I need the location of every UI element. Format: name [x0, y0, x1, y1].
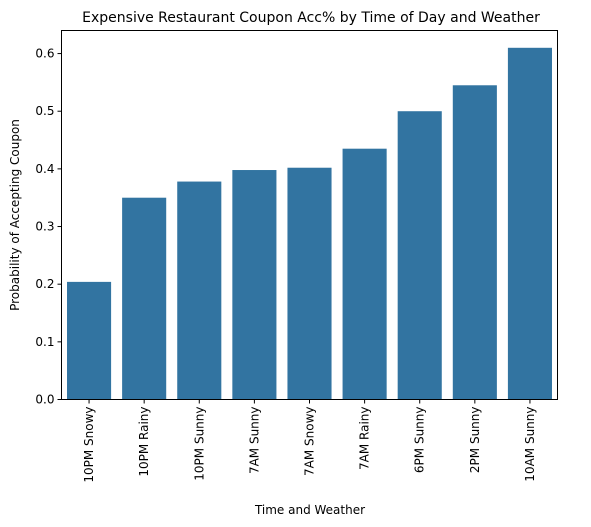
bar-10pm-snowy [67, 281, 112, 400]
bar-7am-snowy [287, 167, 332, 400]
x-tick-label: 7AM Snowy [303, 407, 317, 477]
chart-title: Expensive Restaurant Coupon Acc% by Time… [82, 10, 540, 26]
x-tick-label: 10PM Rainy [137, 407, 151, 477]
bar-6pm-sunny [397, 111, 442, 400]
x-axis-title: Time and Weather [254, 503, 365, 517]
y-tick-label: 0.2 [35, 277, 54, 291]
y-tick-label: 0.1 [35, 335, 54, 349]
x-tick-label: 7AM Rainy [358, 407, 372, 470]
x-tick-label: 2PM Sunny [468, 407, 482, 474]
x-tick-label: 7AM Sunny [247, 407, 261, 475]
y-tick-label: 0.4 [35, 162, 54, 176]
bar-2pm-sunny [452, 85, 497, 400]
y-tick-label: 0.3 [35, 220, 54, 234]
y-axis-ticks: 0.0 0.1 0.2 0.3 0.4 0.5 0.6 [35, 47, 62, 407]
x-axis-ticks: 10PM Snowy 10PM Rainy 10PM Sunny 7AM Sunny 7… [82, 399, 537, 483]
x-tick-label: 10PM Snowy [82, 407, 96, 483]
plot-frame [61, 30, 558, 400]
bar-10pm-rainy [122, 197, 167, 400]
bars-group [67, 47, 552, 400]
bar-10pm-sunny [177, 181, 222, 400]
x-tick-label: 6PM Sunny [413, 407, 427, 474]
y-tick-label: 0.5 [35, 104, 54, 118]
bar-10am-sunny [507, 47, 552, 400]
y-tick-label: 0.0 [35, 393, 54, 407]
bar-7am-rainy [342, 148, 387, 400]
bar-7am-sunny [232, 170, 277, 400]
y-axis-title: Probability of Accepting Coupon [8, 119, 22, 311]
x-tick-label: 10PM Sunny [192, 407, 206, 481]
x-tick-label: 10AM Sunny [523, 407, 537, 482]
y-tick-label: 0.6 [35, 47, 54, 61]
